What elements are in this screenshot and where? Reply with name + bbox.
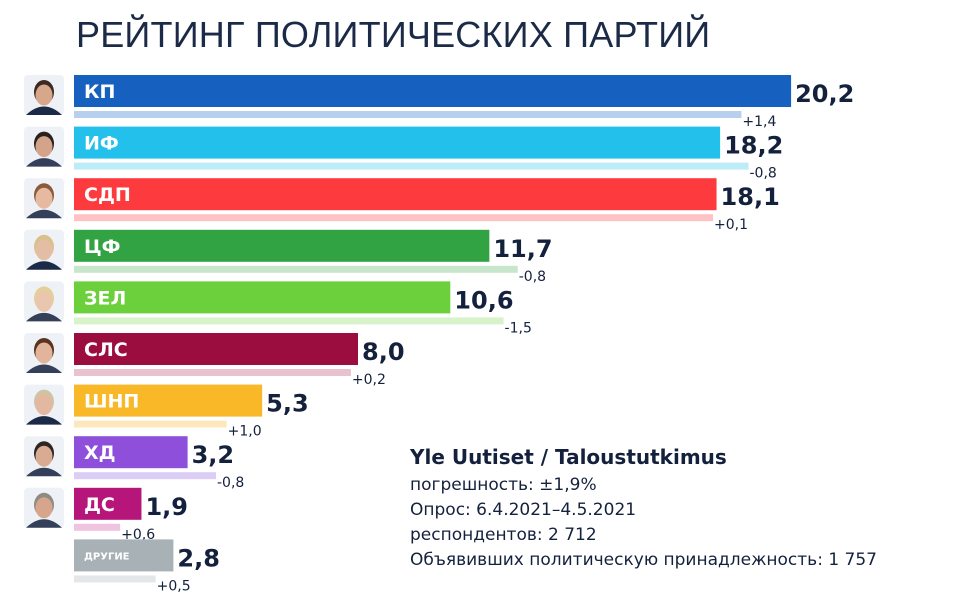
change-label: -0,8 <box>750 166 777 182</box>
change-label: -1,5 <box>505 320 532 336</box>
previous-bar <box>74 162 749 170</box>
previous-bar <box>74 265 518 273</box>
value-label: 18,2 <box>724 132 783 160</box>
previous-bar <box>74 472 216 480</box>
change-label: -0,8 <box>519 269 546 285</box>
bar-label: ЗЕЛ <box>84 287 126 309</box>
change-label: +0,5 <box>157 578 191 594</box>
bar-label: ДС <box>84 494 115 516</box>
value-label: 10,6 <box>454 286 513 314</box>
bar-label: ИФ <box>84 133 119 155</box>
bar-label: ХД <box>84 442 116 464</box>
change-label: +0,1 <box>714 217 748 233</box>
bar-label: ДРУГИЕ <box>84 551 130 562</box>
source-title: Yle Uutiset / Taloustutkimus <box>410 445 727 469</box>
bar <box>74 281 451 314</box>
bar <box>74 487 142 520</box>
value-label: 3,2 <box>192 441 235 469</box>
survey-period: Опрос: 6.4.2021–4.5.2021 <box>410 500 637 520</box>
respondents: респондентов: 2 712 <box>410 525 597 545</box>
bar <box>74 75 792 107</box>
avatar-icon <box>24 333 64 373</box>
value-label: 8,0 <box>362 338 405 366</box>
previous-bar <box>74 214 713 222</box>
bar-label: КП <box>84 81 115 103</box>
bar <box>74 229 490 262</box>
previous-bar <box>74 111 742 118</box>
change-label: +1,4 <box>742 114 776 130</box>
bar-label: ЦФ <box>84 236 120 258</box>
value-label: 1,9 <box>145 493 188 521</box>
bar <box>74 539 174 572</box>
avatar-icon <box>24 178 64 219</box>
value-label: 5,3 <box>266 390 309 418</box>
margin-of-error: погрешность: ±1,9% <box>410 475 597 495</box>
bar <box>74 384 263 417</box>
avatar-icon <box>24 229 64 270</box>
bar-label: ШНП <box>84 391 139 413</box>
chart-title: РЕЙТИНГ ПОЛИТИЧЕСКИХ ПАРТИЙ <box>76 14 711 55</box>
declared-affiliation: Объявивших политическую принадлежность: … <box>410 550 877 570</box>
value-label: 11,7 <box>493 235 552 263</box>
previous-bar <box>74 523 121 531</box>
previous-bar <box>74 369 351 376</box>
avatar-icon <box>24 384 64 425</box>
bar <box>74 178 717 211</box>
change-label: -0,8 <box>217 475 244 491</box>
bar <box>74 126 721 159</box>
bar-label: СДП <box>84 184 131 206</box>
avatar-icon <box>24 436 64 477</box>
bar <box>74 436 188 469</box>
previous-bar <box>74 420 227 428</box>
avatar-icon <box>24 126 64 167</box>
bar <box>74 333 358 365</box>
change-label: +0,2 <box>352 372 386 388</box>
value-label: 2,8 <box>177 544 220 572</box>
avatar-icon <box>24 487 64 528</box>
previous-bar <box>74 575 156 583</box>
change-label: +1,0 <box>228 424 262 440</box>
change-label: +0,6 <box>121 527 155 543</box>
source-info: Yle Uutiset / Taloustutkimus погрешность… <box>410 447 877 577</box>
value-label: 20,2 <box>795 80 854 108</box>
avatar-icon <box>24 281 64 322</box>
value-label: 18,1 <box>721 183 780 211</box>
previous-bar <box>74 317 504 325</box>
bar-label: СЛС <box>84 339 128 361</box>
avatar-icon <box>24 75 64 115</box>
